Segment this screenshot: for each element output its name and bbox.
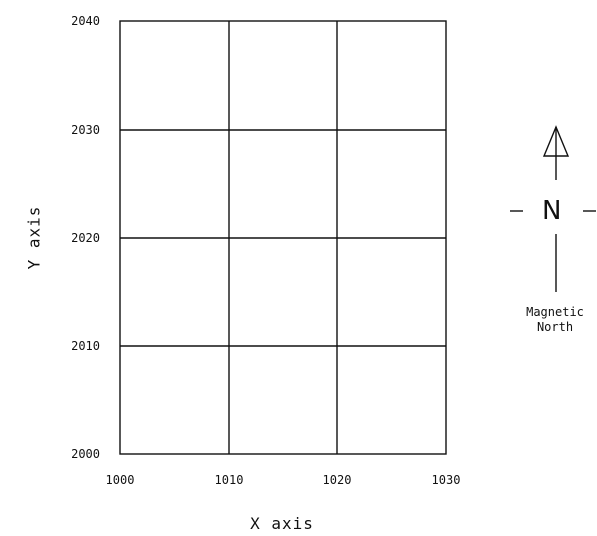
y-tick-label: 2010: [71, 339, 100, 353]
grid-lines: [119, 20, 447, 455]
north-arrow-head: [542, 125, 570, 157]
y-tick-label: 2020: [71, 231, 100, 245]
x-tick-label: 1000: [105, 473, 135, 487]
x-tick-label: 1020: [322, 473, 352, 487]
y-tick-label: 2040: [71, 14, 100, 28]
x-tick-label: 1030: [431, 473, 461, 487]
x-tick-label: 1010: [214, 473, 244, 487]
y-axis-title: Y axis: [24, 205, 44, 270]
north-letter: N: [542, 196, 562, 226]
compass-rose: N Magnetic North: [505, 120, 597, 350]
compass-graphic: [510, 125, 596, 292]
x-axis-title: X axis: [250, 514, 314, 533]
compass-caption: Magnetic North: [526, 305, 584, 334]
y-tick-label: 2000: [71, 447, 100, 461]
y-tick-label: 2030: [71, 123, 100, 137]
